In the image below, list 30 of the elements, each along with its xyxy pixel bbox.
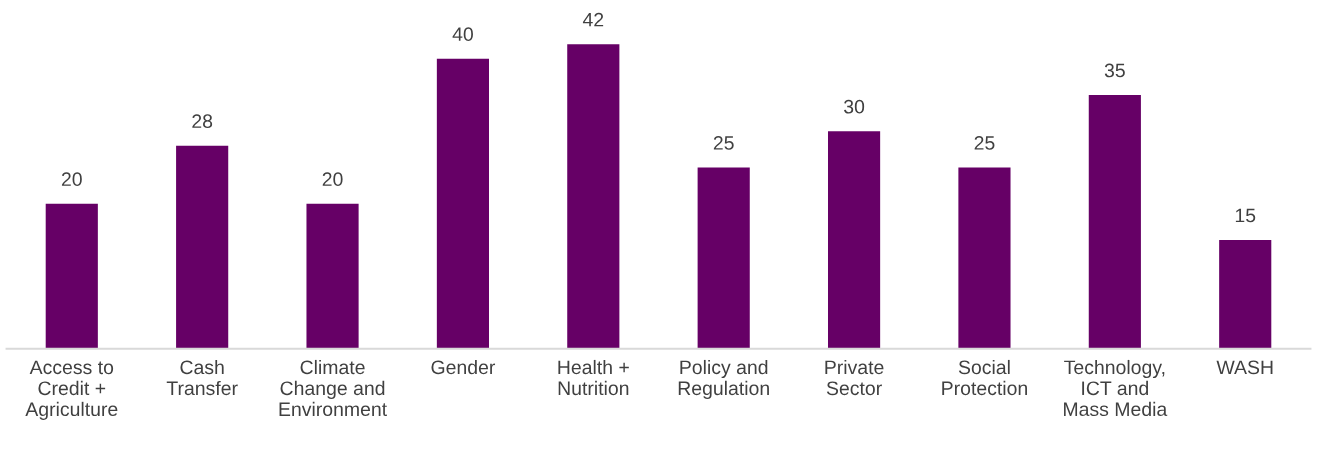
- x-tick-label: Technology, ICT and Mass Media: [1064, 359, 1168, 417]
- x-tick-label: Policy and Regulation: [678, 359, 769, 399]
- bar: [1219, 240, 1272, 349]
- data-label: 25: [713, 136, 734, 150]
- x-tick-label: WASH: [1216, 360, 1273, 375]
- data-label: 20: [61, 172, 82, 187]
- bar: [436, 58, 489, 349]
- data-label: 30: [844, 99, 865, 114]
- bar: [176, 145, 229, 349]
- data-label: 42: [582, 12, 604, 27]
- bar: [1088, 95, 1141, 349]
- bar: [828, 131, 881, 349]
- x-tick-label: Cash Transfer: [166, 359, 238, 396]
- bar: [567, 44, 620, 349]
- bar: [45, 203, 98, 349]
- bar: [306, 203, 359, 349]
- x-tick-label: Health + Nutrition: [558, 359, 629, 396]
- data-label: 15: [1235, 208, 1256, 223]
- data-label: 40: [452, 27, 473, 42]
- data-label: 35: [1104, 63, 1125, 78]
- x-tick-label: Access to Credit + Agriculture: [25, 360, 118, 420]
- data-label: 20: [322, 172, 343, 187]
- data-label: 28: [192, 114, 213, 129]
- x-tick-label: Social Protection: [942, 359, 1027, 396]
- bar: [958, 167, 1011, 349]
- x-tick-label: Private Sector: [825, 359, 884, 396]
- bar: [697, 167, 750, 349]
- x-tick-label: Climate Change and Environment: [279, 359, 387, 417]
- data-label: 25: [974, 136, 995, 150]
- x-tick-label: Gender: [431, 359, 496, 375]
